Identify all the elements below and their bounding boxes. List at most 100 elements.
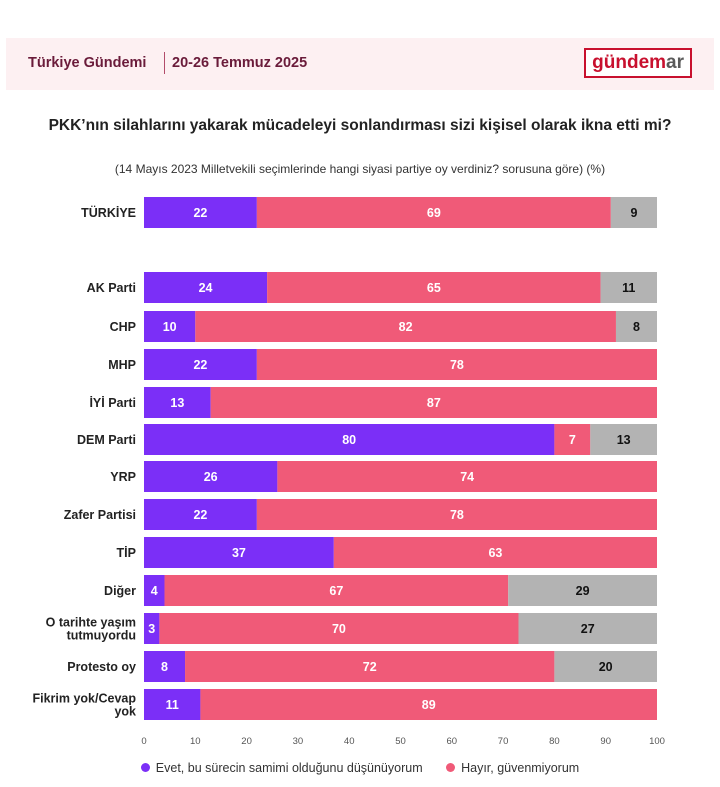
data-label: 9 bbox=[630, 206, 637, 220]
data-label: 27 bbox=[581, 622, 595, 636]
data-label: 8 bbox=[161, 660, 168, 674]
legend-label-evet: Evet, bu sürecin samimi olduğunu düşünüy… bbox=[155, 761, 423, 775]
category-label: Zafer Partisi bbox=[64, 508, 136, 522]
bar-segment-series-1 bbox=[159, 613, 519, 644]
bar-segment-series-0 bbox=[144, 197, 257, 228]
bar-segment-series-1 bbox=[333, 537, 657, 568]
header-divider bbox=[164, 52, 165, 74]
data-label: 11 bbox=[622, 281, 635, 295]
bar-segment-series-2 bbox=[554, 651, 657, 682]
bar-segment-series-0 bbox=[144, 424, 555, 455]
data-label: 70 bbox=[332, 622, 346, 636]
legend-dot-hayir bbox=[446, 763, 456, 772]
data-label: 26 bbox=[204, 470, 218, 484]
data-label: 10 bbox=[163, 320, 177, 334]
data-label: 72 bbox=[363, 660, 377, 674]
bar-segment-series-1 bbox=[256, 197, 611, 228]
bar-segment-series-1 bbox=[210, 387, 657, 418]
data-label: 11 bbox=[166, 698, 179, 712]
bar-segment-series-0 bbox=[144, 689, 201, 720]
bar-segment-series-2 bbox=[615, 311, 657, 342]
legend-item-evet: Evet, bu sürecin samimi olduğunu düşünüy… bbox=[140, 761, 423, 775]
bar-segment-series-0 bbox=[144, 272, 268, 303]
data-label: 82 bbox=[399, 320, 413, 334]
legend-dot-evet bbox=[140, 763, 150, 772]
data-label: 22 bbox=[193, 206, 207, 220]
bar-segment-series-1 bbox=[267, 272, 601, 303]
header-date: 20-26 Temmuz 2025 bbox=[172, 55, 308, 71]
header-bar: Türkiye Gündemi 20-26 Temmuz 2025 gündem… bbox=[6, 38, 714, 90]
data-label: 20 bbox=[599, 660, 613, 674]
data-label: 80 bbox=[342, 433, 356, 447]
legend-label-hayir: Hayır, güvenmiyorum bbox=[461, 761, 580, 775]
bar-segment-series-0 bbox=[144, 387, 211, 418]
bar-segment-series-1 bbox=[185, 651, 555, 682]
x-tick-label: 70 bbox=[498, 736, 509, 747]
bar-segment-series-0 bbox=[144, 537, 334, 568]
category-label: Fikrim yok/Cevap yok bbox=[32, 692, 136, 719]
data-label: 78 bbox=[450, 358, 464, 372]
x-tick-label: 100 bbox=[649, 736, 665, 747]
bar-segment-series-1 bbox=[256, 499, 657, 530]
bar-segment-series-0 bbox=[144, 613, 160, 644]
category-label: İYİ Parti bbox=[89, 395, 136, 410]
category-label: CHP bbox=[110, 320, 136, 334]
category-label: TİP bbox=[117, 545, 136, 560]
x-tick-label: 30 bbox=[293, 736, 304, 747]
brand-logo: gündemar bbox=[584, 48, 692, 78]
x-tick-label: 50 bbox=[395, 736, 406, 747]
data-label: 78 bbox=[450, 508, 464, 522]
category-label: MHP bbox=[108, 358, 136, 372]
bar-segment-series-0 bbox=[144, 461, 278, 492]
bar-segment-series-0 bbox=[144, 575, 165, 606]
x-tick-label: 80 bbox=[549, 736, 560, 747]
chart-subtitle: (14 Mayıs 2023 Milletvekili seçimlerinde… bbox=[114, 162, 606, 176]
data-label: 13 bbox=[617, 433, 631, 447]
chart-title: PKK’nın silahlarını yakarak mücadeleyi s… bbox=[48, 117, 672, 134]
x-tick-label: 60 bbox=[447, 736, 458, 747]
logo-text-part1: gündem bbox=[592, 52, 667, 73]
bar-segment-series-1 bbox=[164, 575, 509, 606]
bar-segment-series-0 bbox=[144, 349, 257, 380]
bar-segment-series-1 bbox=[554, 424, 591, 455]
data-label: 89 bbox=[422, 698, 436, 712]
data-label: 13 bbox=[170, 396, 184, 410]
bar-segment-series-0 bbox=[144, 311, 196, 342]
header-title: Türkiye Gündemi bbox=[28, 55, 147, 71]
data-label: 22 bbox=[193, 358, 207, 372]
data-label: 69 bbox=[427, 206, 441, 220]
bar-segment-series-2 bbox=[590, 424, 657, 455]
bar-segment-series-1 bbox=[256, 349, 657, 380]
data-label: 7 bbox=[569, 433, 576, 447]
data-label: 67 bbox=[329, 584, 343, 598]
bar-segment-series-2 bbox=[518, 613, 657, 644]
bar-segment-series-1 bbox=[195, 311, 616, 342]
bar-segment-series-1 bbox=[277, 461, 657, 492]
logo-text-part2: ar bbox=[666, 52, 684, 73]
x-tick-label: 90 bbox=[600, 736, 611, 747]
bar-segment-series-2 bbox=[508, 575, 657, 606]
category-label: Diğer bbox=[104, 584, 136, 598]
category-label: TÜRKİYE bbox=[81, 205, 136, 220]
category-label: DEM Parti bbox=[77, 433, 136, 447]
data-label: 8 bbox=[633, 320, 640, 334]
data-label: 24 bbox=[199, 281, 213, 295]
x-tick-label: 40 bbox=[344, 736, 355, 747]
data-label: 74 bbox=[460, 470, 474, 484]
chart-legend: Evet, bu sürecin samimi olduğunu düşünüy… bbox=[0, 761, 720, 775]
data-label: 37 bbox=[232, 546, 246, 560]
x-tick-label: 10 bbox=[190, 736, 201, 747]
legend-item-hayir: Hayır, güvenmiyorum bbox=[446, 761, 579, 775]
data-label: 63 bbox=[488, 546, 502, 560]
data-label: 4 bbox=[151, 584, 158, 598]
category-label: AK Parti bbox=[87, 281, 136, 295]
data-label: 87 bbox=[427, 396, 441, 410]
x-tick-label: 20 bbox=[241, 736, 252, 747]
category-label: Protesto oy bbox=[67, 660, 136, 674]
bar-segment-series-2 bbox=[610, 197, 657, 228]
category-label: YRP bbox=[110, 470, 136, 484]
data-label: 29 bbox=[576, 584, 590, 598]
data-label: 3 bbox=[148, 622, 155, 636]
bar-segment-series-1 bbox=[200, 689, 657, 720]
